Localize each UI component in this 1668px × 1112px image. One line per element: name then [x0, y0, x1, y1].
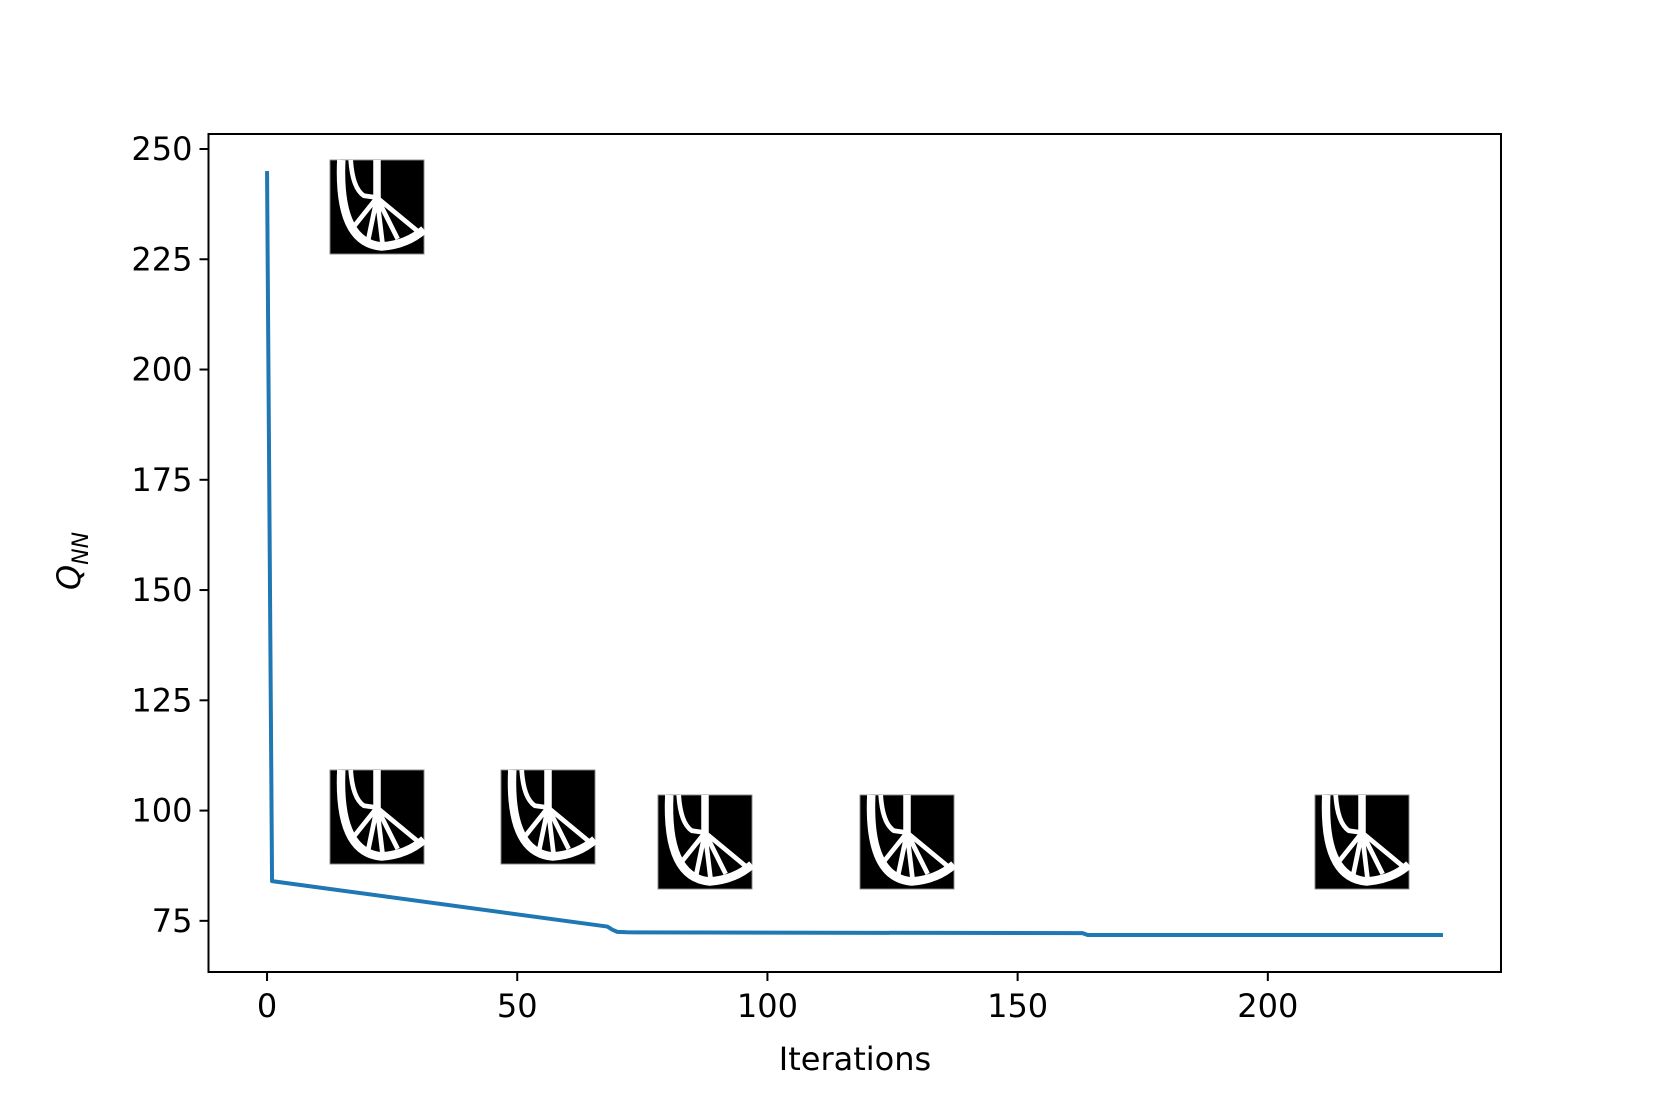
- x-tick-label: 0: [257, 987, 277, 1025]
- y-tick-label: 150: [131, 571, 192, 609]
- y-tick-label: 250: [131, 130, 192, 168]
- y-axis-label-sub: NN: [69, 532, 94, 565]
- y-tick-label: 125: [131, 681, 192, 719]
- y-axis-label: QNN: [50, 532, 94, 590]
- inset-image: [860, 795, 954, 889]
- insets: [330, 160, 1409, 889]
- x-tick-label: 150: [987, 987, 1048, 1025]
- inset-image: [1315, 795, 1409, 889]
- inset-image: [501, 770, 595, 864]
- x-tick-label: 50: [497, 987, 538, 1025]
- x-tick-label: 200: [1237, 987, 1298, 1025]
- x-tick-label: 100: [737, 987, 798, 1025]
- inset-image: [658, 795, 752, 889]
- inset-image: [330, 160, 424, 254]
- y-axis-label-main: Q: [50, 565, 88, 590]
- y-tick-label: 225: [131, 240, 192, 278]
- y-tick-label: 100: [131, 792, 192, 830]
- y-tick-label: 175: [131, 461, 192, 499]
- inset-image: [330, 770, 424, 864]
- axes-frame: [207, 133, 1502, 973]
- y-tick-label: 75: [152, 902, 193, 940]
- x-axis-label: Iterations: [779, 1040, 931, 1078]
- data-line: [265, 171, 1443, 937]
- y-tick-label: 200: [131, 351, 192, 389]
